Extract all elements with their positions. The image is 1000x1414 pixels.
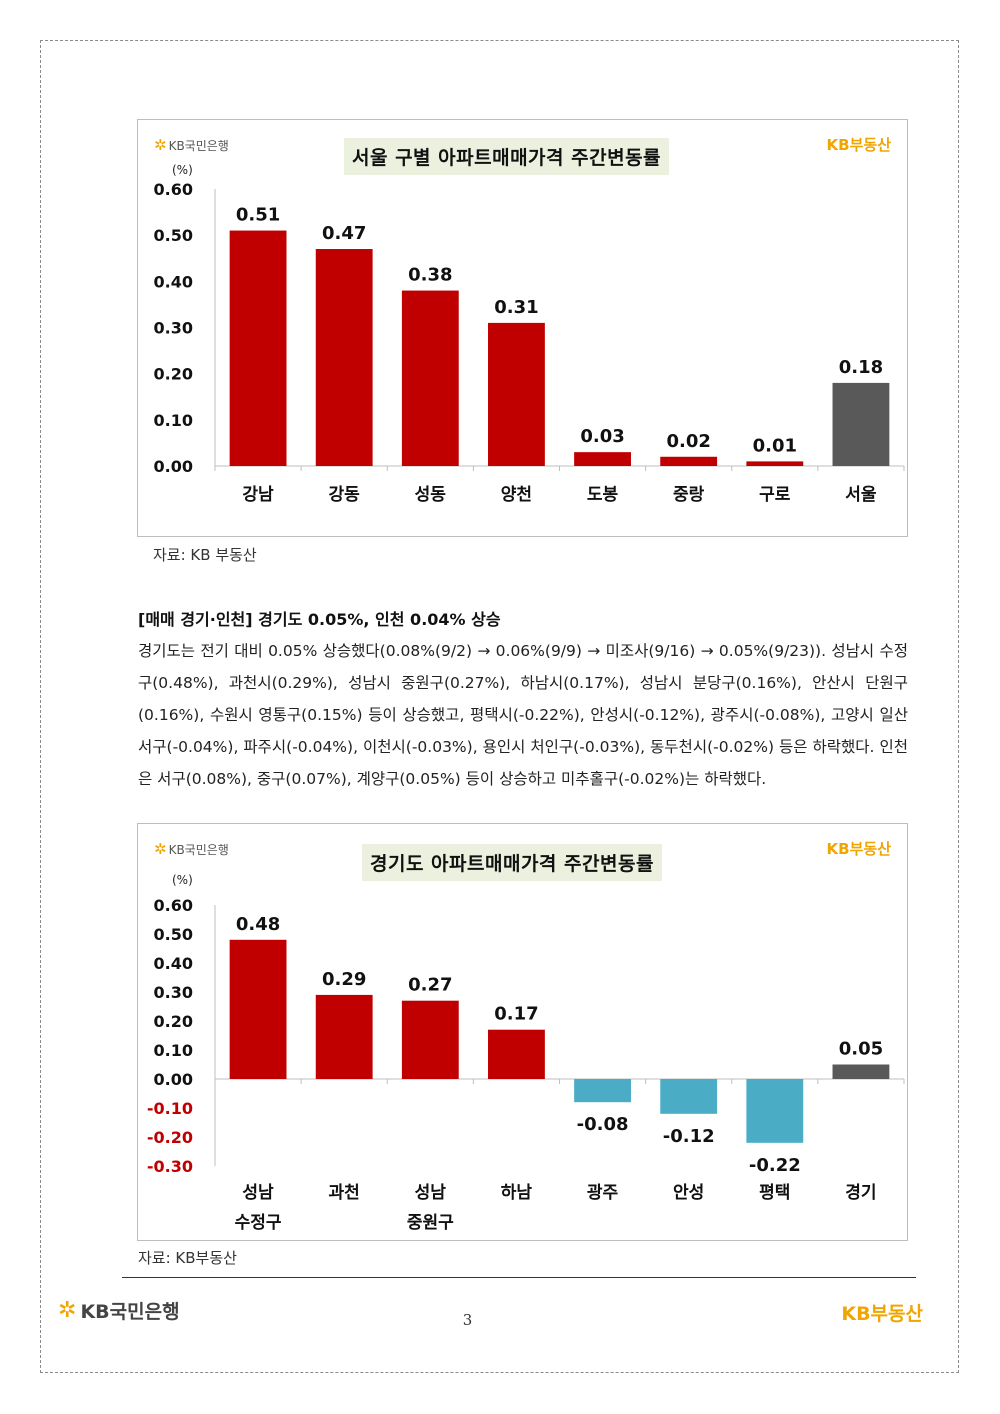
seoul-bar-chart: (%) 0.60 0.50 0.40 0.30 0.20 0.10 0.00 0.51 강남 0.4… (154, 163, 905, 505)
section-paragraph: 경기도는 전기 대비 0.05% 상승했다(0.08%(9/2) → 0.06%… (138, 642, 908, 788)
y-unit-label: (%) (172, 873, 193, 887)
x-category-label: 성남 (415, 1183, 447, 1203)
footer-kb-realestate-logo: KB부동산 (841, 1303, 923, 1325)
y-tick-label: 0.20 (154, 365, 193, 384)
y-tick-label: 0.60 (154, 896, 193, 915)
bar (488, 1029, 545, 1079)
data-label: 0.27 (408, 975, 452, 996)
chart-source: 자료: KB 부동산 (153, 546, 257, 564)
kb-bank-logo: ✲ KB국민은행 (154, 840, 229, 858)
x-category-label: 서울 (845, 485, 877, 505)
chart-title: 경기도 아파트매매가격 주간변동률 (362, 844, 662, 881)
data-label: 0.48 (236, 914, 280, 935)
y-tick-label: -0.10 (147, 1099, 193, 1118)
kb-bank-logo: ✲ KB국민은행 (154, 136, 229, 154)
x-category-label: 경기 (845, 1183, 876, 1203)
data-label: 0.31 (494, 297, 538, 318)
data-label: 0.38 (408, 265, 452, 286)
x-category-label: 양천 (501, 485, 532, 505)
x-category-label: 중랑 (673, 485, 705, 505)
data-label: 0.29 (322, 969, 366, 990)
footer-kb-bank-logo: ✲ KB국민은행 (58, 1297, 180, 1324)
footer-kb-bank-text: KB국민은행 (80, 1301, 180, 1323)
x-category-label: 성동 (415, 485, 447, 505)
y-tick-label: 0.40 (154, 272, 193, 291)
chart-title: 서울 구별 아파트매매가격 주간변동률 (344, 138, 670, 175)
x-category-label: 강남 (242, 485, 274, 505)
y-tick-label: 0.60 (154, 180, 193, 199)
bar (401, 290, 459, 466)
data-label: 0.18 (839, 357, 883, 378)
kb-realestate-logo: KB부동산 (826, 136, 891, 154)
bar (229, 939, 287, 1079)
y-tick-label: 0.40 (154, 954, 193, 973)
data-label: -0.12 (663, 1126, 715, 1147)
bar (574, 1079, 631, 1103)
x-category-label: 안성 (673, 1183, 704, 1203)
kb-bank-logo-text: KB국민은행 (168, 138, 229, 153)
x-category-label: 과천 (329, 1183, 360, 1203)
x-category-label: 수정구 (235, 1213, 282, 1233)
data-label: 0.01 (753, 435, 797, 456)
x-category-label: 하남 (501, 1183, 533, 1203)
footer-divider (122, 1277, 916, 1278)
y-tick-label: 0.30 (154, 983, 193, 1002)
bar (832, 382, 890, 466)
bar (660, 1079, 718, 1114)
data-label: 0.51 (236, 205, 280, 226)
seoul-chart-panel: ✲ KB국민은행 서울 구별 아파트매매가격 주간변동률 KB부동산 (%) 0.… (137, 119, 908, 537)
x-category-label: 도봉 (587, 485, 619, 505)
bar (746, 1079, 804, 1143)
x-category-label: 중원구 (407, 1213, 454, 1233)
y-tick-label: -0.30 (147, 1157, 193, 1176)
y-tick-label: 0.00 (154, 457, 193, 476)
bar (574, 452, 631, 466)
x-category-label: 광주 (587, 1183, 619, 1203)
bar (315, 994, 373, 1079)
data-label: 0.17 (494, 1004, 538, 1025)
bar (832, 1064, 890, 1079)
bar (401, 1000, 459, 1079)
x-category-label: 평택 (759, 1183, 790, 1203)
x-category-label: 강동 (329, 485, 361, 505)
page-frame (40, 40, 959, 1373)
data-label: -0.22 (749, 1155, 801, 1176)
y-tick-label: 0.10 (154, 1041, 193, 1060)
y-tick-label: 0.10 (154, 411, 193, 430)
y-tick-label: 0.00 (154, 1070, 193, 1089)
gyeonggi-bar-chart: (%) 0.60 0.50 0.40 0.30 0.20 0.10 0.00 -0.10 -0.2… (147, 873, 905, 1233)
kb-star-icon: ✲ (58, 1298, 77, 1323)
bar (488, 322, 545, 466)
kb-star-icon: ✲ (154, 136, 167, 154)
x-category-label: 성남 (242, 1183, 274, 1203)
y-tick-label: -0.20 (147, 1128, 193, 1147)
y-tick-label: 0.50 (154, 925, 193, 944)
data-label: 0.47 (322, 223, 366, 244)
bar (315, 249, 373, 466)
section-heading: [매매 경기·인천] 경기도 0.05%, 인천 0.04% 상승 (138, 610, 501, 629)
kb-realestate-logo: KB부동산 (826, 840, 891, 858)
bar (746, 461, 804, 466)
y-tick-label: 0.30 (154, 319, 193, 338)
y-tick-label: 0.20 (154, 1012, 193, 1031)
kb-bank-logo-text: KB국민은행 (168, 842, 229, 857)
chart-source: 자료: KB부동산 (138, 1249, 237, 1267)
bar (229, 230, 287, 466)
page-number: 3 (462, 1311, 473, 1329)
kb-star-icon: ✲ (154, 840, 167, 858)
data-label: 0.02 (666, 431, 710, 452)
data-label: -0.08 (577, 1114, 629, 1135)
gyeonggi-chart-panel: ✲ KB국민은행 경기도 아파트매매가격 주간변동률 KB부동산 (%) 0.60… (137, 823, 908, 1241)
y-tick-label: 0.50 (154, 226, 193, 245)
bar (660, 456, 718, 466)
y-unit-label: (%) (172, 163, 193, 177)
data-label: 0.03 (580, 426, 624, 447)
data-label: 0.05 (839, 1039, 883, 1060)
x-category-label: 구로 (759, 485, 791, 505)
